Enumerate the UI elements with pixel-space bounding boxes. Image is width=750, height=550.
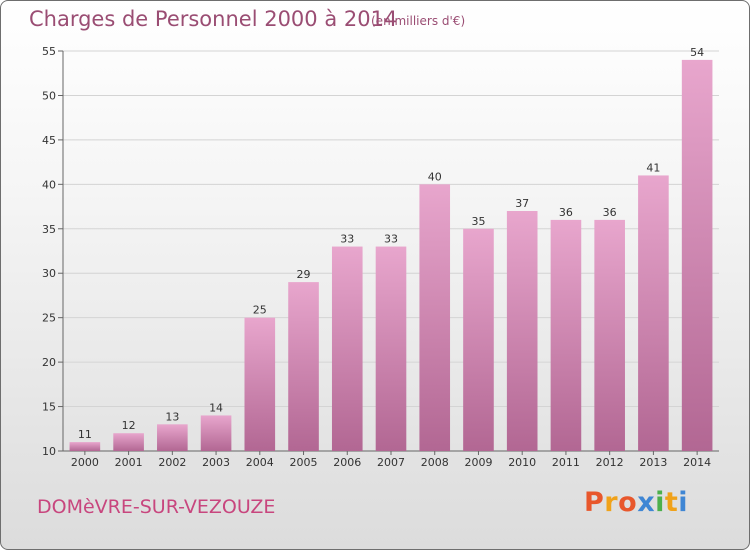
logo-letter: t	[664, 487, 679, 518]
data-label-2014: 54	[690, 46, 704, 59]
logo-letter: i	[678, 487, 689, 518]
y-tick-label: 40	[42, 178, 56, 191]
data-label-2000: 11	[78, 428, 92, 441]
data-label-2007: 33	[384, 233, 398, 246]
x-tick-label: 2003	[202, 456, 230, 469]
x-tick-label: 2011	[552, 456, 580, 469]
bar-2004	[244, 317, 276, 451]
chart-subtitle: (en milliers d'€)	[371, 14, 466, 28]
bar-2000	[69, 442, 101, 451]
data-label-2006: 33	[340, 233, 354, 246]
data-label-2003: 14	[209, 401, 223, 414]
x-tick-label: 2008	[421, 456, 449, 469]
chart-title: Charges de Personnel 2000 à 2014	[29, 7, 398, 31]
bar-2001	[113, 433, 144, 451]
data-label-2009: 35	[471, 215, 485, 228]
y-tick-label: 10	[42, 445, 56, 458]
x-tick-label: 2000	[71, 456, 99, 469]
bar-2011	[550, 219, 582, 451]
axes: 10 15 20 25 30 35 40 45 50 55 2000 2001 2002 2003 2004…	[42, 45, 719, 469]
x-tick-label: 2004	[246, 456, 274, 469]
y-tick-label: 50	[42, 89, 56, 102]
data-label-2012: 36	[603, 206, 617, 219]
bar-2010	[506, 211, 538, 451]
y-tick-label: 35	[42, 223, 56, 236]
y-tick-label: 45	[42, 134, 56, 147]
bars	[69, 59, 713, 452]
data-label-2001: 12	[122, 419, 136, 432]
x-tick-label: 2013	[639, 456, 667, 469]
data-label-2013: 41	[646, 161, 660, 174]
bar-2012	[594, 219, 625, 451]
data-label-2008: 40	[428, 170, 442, 183]
data-label-2010: 37	[515, 197, 529, 210]
bar-2008	[419, 184, 451, 452]
commune-name: DOMèVRE-SUR-VEZOUZE	[37, 496, 276, 518]
data-label-2011: 36	[559, 206, 573, 219]
x-tick-label: 2010	[508, 456, 536, 469]
x-tick-label: 2009	[464, 456, 492, 469]
logo-letter: x	[637, 487, 656, 518]
data-label-2002: 13	[165, 410, 179, 423]
bar-2005	[288, 282, 319, 451]
logo-letter: r	[604, 487, 619, 518]
x-tick-label: 2002	[158, 456, 186, 469]
logo-letter: P	[584, 487, 605, 518]
y-tick-label: 15	[42, 401, 56, 414]
bar-2003	[200, 415, 232, 451]
x-tick-label: 2005	[290, 456, 318, 469]
bar-2009	[463, 228, 494, 451]
x-tick-label: 2012	[596, 456, 624, 469]
proxiti-logo[interactable]: Proxiti	[584, 487, 688, 518]
logo-letter: i	[655, 487, 665, 518]
y-tick-label: 55	[42, 45, 56, 58]
bar-2007	[375, 246, 407, 451]
bar-2006	[331, 246, 363, 451]
bar-2013	[638, 175, 669, 451]
y-tick-label: 25	[42, 312, 56, 325]
x-tick-label: 2014	[683, 456, 711, 469]
y-tick-label: 30	[42, 267, 56, 280]
x-tick-label: 2001	[115, 456, 143, 469]
data-label-2005: 29	[297, 268, 311, 281]
x-tick-label: 2006	[333, 456, 361, 469]
x-tick-label: 2007	[377, 456, 405, 469]
data-label-2004: 25	[253, 304, 267, 317]
bar-2014	[681, 59, 713, 452]
bar-2002	[157, 424, 188, 451]
data-labels: 11 12 13 14 25 29 33 33 40 35 37 36 36 41 54	[78, 46, 704, 441]
logo-letter: o	[618, 487, 638, 518]
y-tick-label: 20	[42, 356, 56, 369]
